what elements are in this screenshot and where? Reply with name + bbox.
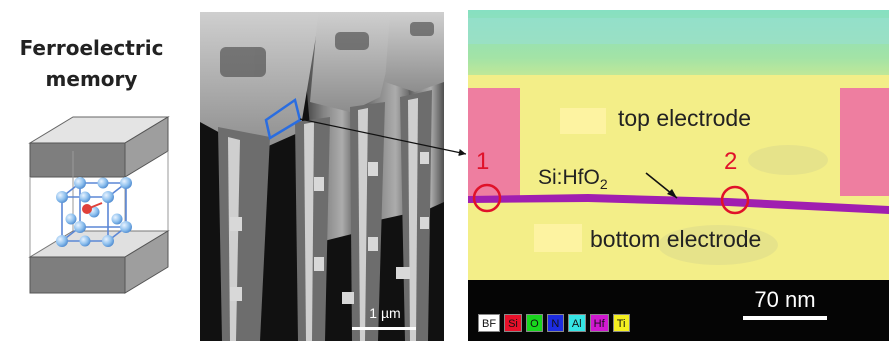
legend-chip-si: Si (504, 314, 522, 332)
element-legend: BF Si O N Al Hf Ti (478, 314, 630, 334)
sem-micrograph (200, 12, 444, 341)
sem-image-panel: 1 µm (200, 12, 444, 341)
lattice-atoms (56, 177, 132, 247)
sem-scale-bar (352, 327, 416, 330)
top-electrode-label: top electrode (618, 105, 751, 131)
legend-chip-al: Al (567, 314, 586, 332)
schematic-panel: Ferroelectric memory (0, 0, 198, 341)
edx-map-panel: top electrode bottom electrode Si:HfO2 1… (468, 10, 889, 341)
bottom-plate-front-face (29, 256, 126, 294)
bottom-electrode-label: bottom electrode (590, 226, 762, 252)
top-plate-front-face (29, 142, 126, 178)
legend-chip-hf: Hf (589, 314, 609, 332)
polarization-arrow (86, 202, 103, 210)
hfo2-layer (468, 194, 889, 214)
layer-label-main: Si:HfO (538, 166, 600, 189)
edx-scale-label: 70 nm (754, 287, 816, 312)
capacitor-cube-illustration (28, 116, 170, 294)
schematic-title-line1: Ferroelectric (19, 36, 164, 60)
legend-chip-o: O (525, 314, 543, 332)
layer-label-subscript: 2 (599, 176, 608, 193)
marker-1-label: 1 (476, 148, 490, 175)
legend-chip-ti: Ti (612, 314, 630, 332)
si-region-left (468, 88, 520, 196)
edx-scale-bar (743, 316, 827, 320)
schematic-title-line2: memory (45, 67, 138, 91)
sem-scale-label: 1 µm (369, 305, 401, 321)
marker-2-label: 2 (724, 148, 738, 175)
schematic-title: Ferroelectric memory (0, 33, 183, 95)
marker-1-circle (472, 183, 502, 213)
bottom-plate-side-face (124, 230, 169, 294)
marker-2-circle (720, 185, 750, 215)
legend-chip-bf: BF (478, 314, 501, 332)
si-region-right (840, 88, 889, 196)
legend-chip-n: N (546, 314, 564, 332)
layer-label: Si:HfO2 (538, 166, 608, 192)
edx-elemental-map (468, 10, 889, 341)
